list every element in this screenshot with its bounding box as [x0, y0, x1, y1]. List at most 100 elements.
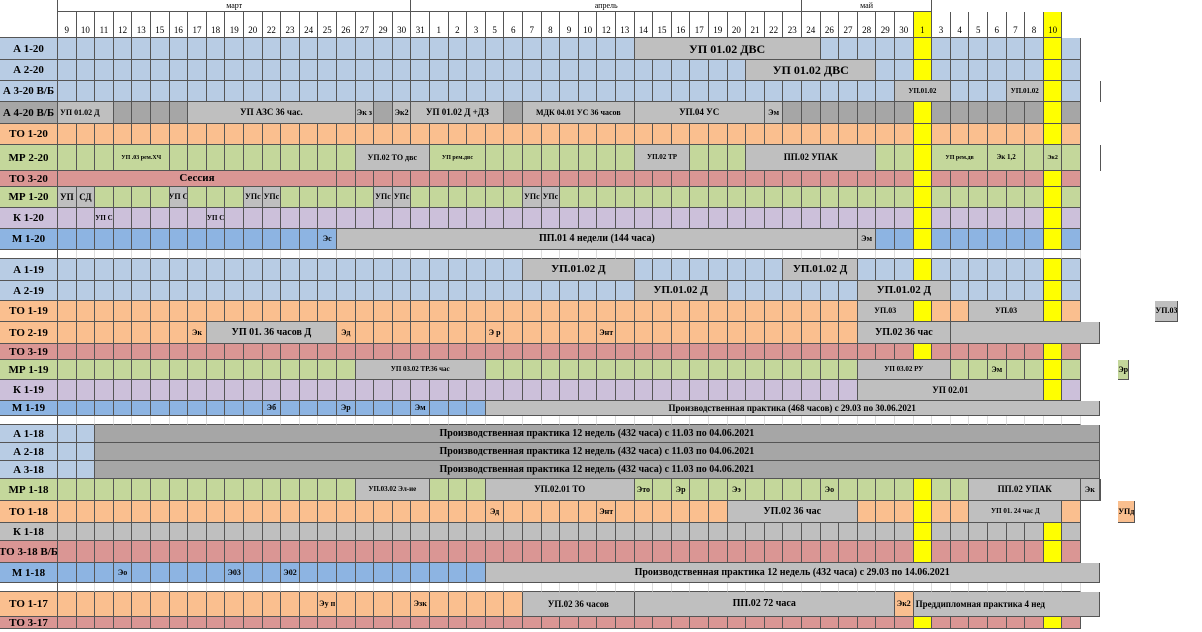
schedule-cell: [969, 416, 988, 425]
group-label: А 3-20 В/Б: [0, 81, 58, 102]
schedule-cell: [76, 401, 96, 416]
schedule-cell: [281, 259, 300, 281]
schedule-cell: [709, 259, 728, 281]
schedule-cell: [374, 38, 393, 60]
schedule-cell: [820, 81, 840, 102]
schedule-cell: [374, 401, 393, 416]
schedule-block: СД: [76, 187, 96, 208]
schedule-cell: [448, 187, 468, 208]
schedule-cell: [244, 60, 263, 81]
schedule-cell: [206, 479, 226, 501]
schedule-cell: [783, 281, 802, 301]
schedule-cell: [857, 38, 877, 60]
schedule-cell: [244, 281, 263, 301]
schedule-cell: [988, 38, 1007, 60]
schedule-cell: [820, 102, 840, 124]
schedule-block: Производственная практика 12 недель (432…: [95, 425, 1100, 443]
schedule-cell: [783, 380, 802, 401]
schedule-cell: [709, 541, 728, 563]
month-header: апрель: [411, 0, 802, 12]
schedule-cell: [448, 416, 468, 425]
schedule-cell: [1006, 60, 1026, 81]
schedule-cell: [467, 523, 486, 541]
schedule-block: Эк: [188, 322, 207, 344]
schedule-cell: [337, 501, 356, 523]
schedule-cell: [337, 145, 356, 171]
schedule-cell: [1006, 281, 1026, 301]
schedule-block: УП.02 36 час: [857, 322, 951, 344]
schedule-cell: [113, 124, 133, 145]
schedule-cell: [578, 250, 598, 259]
schedule-cell: [448, 250, 468, 259]
schedule-cell: [206, 541, 226, 563]
schedule-cell: [1062, 259, 1081, 281]
schedule-cell: [448, 322, 468, 344]
schedule-cell: [225, 60, 244, 81]
schedule-cell: [132, 229, 151, 250]
schedule-cell: [206, 523, 226, 541]
schedule-cell: [988, 416, 1007, 425]
schedule-cell: [485, 416, 505, 425]
schedule-cell: [430, 301, 449, 322]
schedule-cell: [541, 583, 561, 592]
schedule-cell: [411, 583, 430, 592]
schedule-cell: [988, 187, 1007, 208]
schedule-cell: [151, 380, 170, 401]
schedule-cell: [244, 583, 263, 592]
schedule-cell: [746, 583, 765, 592]
schedule-cell: [169, 259, 189, 281]
schedule-cell: [839, 322, 858, 344]
schedule-cell: [802, 124, 821, 145]
schedule-cell: [876, 523, 895, 541]
schedule-cell: [523, 541, 542, 563]
schedule-block: УП.01.02: [1006, 81, 1044, 102]
schedule-cell: [1043, 187, 1063, 208]
schedule-cell: [932, 541, 951, 563]
schedule-cell: [616, 344, 635, 360]
schedule-cell: [374, 102, 393, 124]
schedule-cell: [1062, 344, 1081, 360]
schedule-cell: [448, 563, 468, 583]
schedule-cell: [244, 38, 263, 60]
schedule-block: Производственная практика 12 недель (432…: [485, 563, 1100, 583]
schedule-cell: [746, 523, 765, 541]
schedule-cell: [151, 187, 170, 208]
schedule-cell: [541, 81, 561, 102]
schedule-cell: [318, 81, 337, 102]
schedule-block: УП 03.02 РУ: [857, 360, 951, 380]
schedule-cell: [318, 501, 337, 523]
schedule-cell: [783, 250, 802, 259]
schedule-cell: [764, 523, 784, 541]
schedule-cell: [839, 124, 858, 145]
schedule-cell: [746, 479, 765, 501]
schedule-cell: [988, 81, 1007, 102]
schedule-cell: [690, 583, 709, 592]
schedule-cell: [671, 171, 691, 187]
schedule-cell: [374, 301, 393, 322]
schedule-cell: [1043, 583, 1063, 592]
schedule-cell: [262, 81, 282, 102]
schedule-cell: [727, 187, 747, 208]
schedule-block: ПП.02 УПАК: [969, 479, 1081, 501]
schedule-cell: [690, 124, 709, 145]
schedule-cell: [262, 592, 282, 617]
schedule-cell: [337, 617, 356, 629]
schedule-cell: [820, 360, 840, 380]
schedule-cell: [188, 38, 207, 60]
schedule-block: Эб: [262, 401, 282, 416]
schedule-cell: [113, 102, 133, 124]
schedule-cell: [485, 124, 505, 145]
schedule-cell: [932, 501, 951, 523]
schedule-cell: [764, 208, 784, 229]
schedule-cell: [132, 102, 151, 124]
schedule-cell: [988, 102, 1007, 124]
schedule-cell: [764, 416, 784, 425]
schedule-cell: [355, 380, 375, 401]
schedule-cell: [671, 208, 691, 229]
schedule-cell: [151, 344, 170, 360]
schedule-cell: [281, 416, 300, 425]
schedule-cell: [299, 592, 319, 617]
schedule-cell: [151, 259, 170, 281]
month-header: май: [802, 0, 933, 12]
schedule-cell: [337, 416, 356, 425]
